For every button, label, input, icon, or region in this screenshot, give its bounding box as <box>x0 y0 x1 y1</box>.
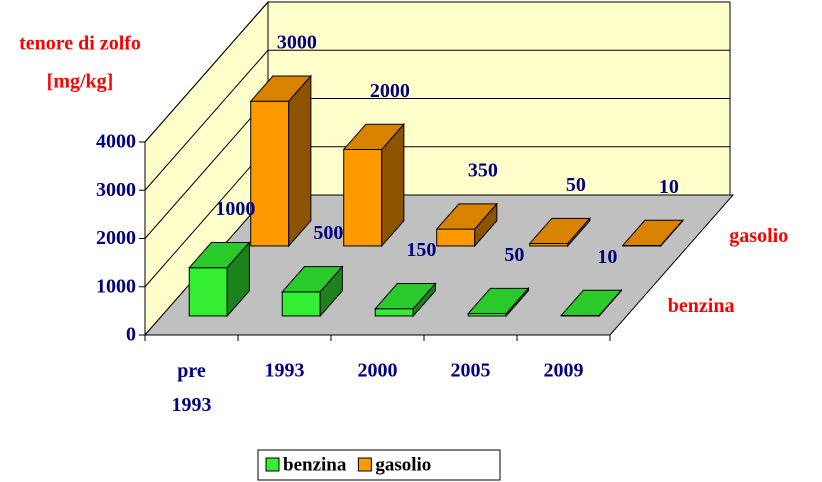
legend-swatch <box>265 457 280 472</box>
value-label: 50 <box>504 244 524 266</box>
bar-side <box>598 288 622 318</box>
x-tick-label: 2005 <box>451 360 491 382</box>
x-tick-label: 1993 <box>265 360 305 382</box>
bar-side <box>381 122 405 248</box>
legend-label: gasolio <box>375 454 431 475</box>
bar-front <box>436 228 476 247</box>
legend-swatch <box>357 457 372 472</box>
depth-label: benzina <box>668 295 735 317</box>
bar-side <box>474 202 498 248</box>
bar-side <box>567 217 591 248</box>
value-label: 350 <box>468 159 498 181</box>
legend-label: benzina <box>283 454 347 475</box>
bar-front <box>374 308 414 317</box>
x-tick-label: 2009 <box>544 360 584 382</box>
y-tick-label: 3000 <box>96 179 136 201</box>
y-tick-label: 4000 <box>96 131 136 153</box>
value-label: 1000 <box>215 198 255 220</box>
depth-label: gasolio <box>729 225 788 247</box>
bar-side <box>412 282 436 318</box>
bar-side <box>660 218 684 248</box>
y-tick-label: 0 <box>126 324 136 346</box>
legend <box>257 449 501 481</box>
bar-front <box>343 148 383 247</box>
bar-side <box>226 241 250 318</box>
bar-front <box>281 291 321 317</box>
value-label: 500 <box>313 222 343 244</box>
bar-side <box>505 287 529 318</box>
x-tick-label: pre 1993 <box>172 360 212 416</box>
value-label: 150 <box>406 239 436 261</box>
y-axis-label: tenore di zolfo <box>19 33 141 55</box>
grid-line <box>144 1 730 143</box>
y-axis-label: [mg/kg] <box>47 71 114 93</box>
value-label: 10 <box>659 176 679 198</box>
x-tick-label: 2000 <box>358 360 398 382</box>
value-label: 10 <box>597 246 617 268</box>
y-tick-label: 1000 <box>96 275 136 297</box>
bar-front <box>188 267 228 317</box>
value-label: 3000 <box>277 32 317 54</box>
y-tick-label: 2000 <box>96 227 136 249</box>
grid-line <box>144 49 730 191</box>
value-label: 2000 <box>370 80 410 102</box>
bar-side <box>288 74 312 248</box>
bar-front <box>250 100 290 247</box>
value-label: 50 <box>566 174 586 196</box>
bar-side <box>319 265 343 318</box>
